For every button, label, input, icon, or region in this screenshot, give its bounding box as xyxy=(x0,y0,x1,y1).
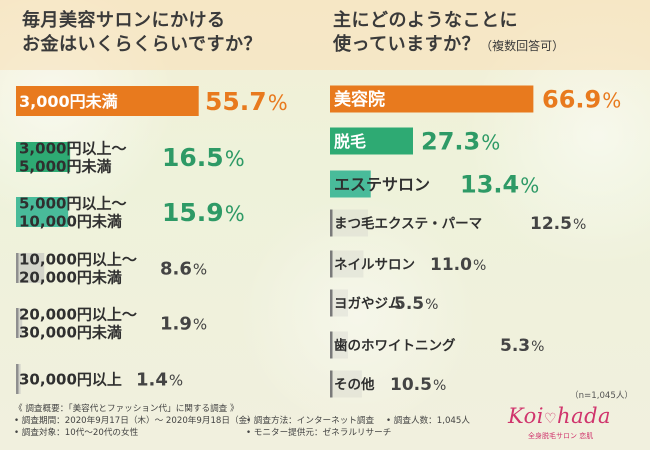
spending-value-label: 16.5% xyxy=(162,143,245,172)
usage-value-label: 5.5% xyxy=(394,294,438,314)
spending-value-label: 1.9% xyxy=(160,313,207,334)
spending-bar xyxy=(16,86,199,116)
footnote-method: • 調査方法：インターネット調査 xyxy=(246,416,375,426)
usage-category-label: まつ毛エクステ・パーマ xyxy=(334,215,482,232)
usage-value-label: 27.3% xyxy=(421,128,500,156)
usage-bar xyxy=(330,170,371,198)
usage-bar-edge xyxy=(330,289,333,317)
usage-bar xyxy=(330,370,362,398)
usage-bar-edge xyxy=(330,209,333,237)
logo-right: hada xyxy=(557,404,612,428)
koihada-logo: Koi♡hada 全身脱毛サロン 恋肌 xyxy=(508,404,633,442)
footnote-respondents: • 調査人数：1,045人 xyxy=(386,416,470,426)
spending-value-label: 15.9% xyxy=(162,198,245,227)
usage-category-label: 歯のホワイトニング xyxy=(334,337,456,354)
footnote-period: • 調査期間：2020年9月17日（木）～ 2020年9月18日（金） xyxy=(14,416,256,426)
heart-icon: ♡ xyxy=(543,411,558,427)
usage-value-label: 12.5% xyxy=(530,214,586,234)
footnote-row-2: • 調査対象：10代～20代の女性 • モニター提供元：ゼネラルリサーチ xyxy=(14,427,494,439)
left-question-title: 毎月美容サロンにかける お金はいくらくらいですか？ xyxy=(22,9,262,57)
sample-size: （n=1,045人） xyxy=(570,391,634,401)
usage-bar xyxy=(330,209,368,237)
right-question-title: 主にどのようなことに 使っていますか？（複数回答可） xyxy=(333,9,564,58)
logo-wordmark: Koi♡hada xyxy=(508,404,611,428)
spending-category-label: 30,000円以上 xyxy=(19,370,122,388)
usage-value-label: 10.5% xyxy=(390,375,446,395)
right-question-line1: 主にどのようなことに xyxy=(333,10,518,31)
spending-bar-edge xyxy=(16,364,19,394)
left-question-line2: お金はいくらくらいですか？ xyxy=(22,34,262,55)
left-question-line1: 毎月美容サロンにかける xyxy=(22,10,226,31)
spending-bar-edge xyxy=(16,308,19,338)
spending-bar-edge xyxy=(16,142,19,172)
spending-category-label: 5,000円以上～ 10,000円未満 xyxy=(19,194,126,230)
usage-bar xyxy=(330,250,364,278)
spending-category-label: 10,000円以上～ 20,000円未満 xyxy=(19,250,137,286)
usage-value-label: 11.0% xyxy=(430,255,486,275)
usage-category-label: ネイルサロン xyxy=(334,257,415,273)
usage-value-label: 13.4% xyxy=(460,171,539,199)
spending-bar xyxy=(16,197,69,227)
usage-bar xyxy=(330,289,348,317)
header-band xyxy=(0,0,650,70)
spending-bar xyxy=(16,142,71,172)
usage-category-label: 美容院 xyxy=(334,89,385,110)
spending-category-label: 3,000円未満 xyxy=(19,92,118,111)
spending-value-label: 8.6% xyxy=(160,258,207,279)
usage-bar xyxy=(330,85,534,113)
right-question-line2: 使っていますか？（複数回答可） xyxy=(333,33,564,58)
usage-bar-edge xyxy=(330,250,333,278)
footnote-title: 《 調査概要：「美容代とファッション代」に関する調査 》 xyxy=(14,404,239,414)
spending-category-label: 20,000円以上～ 30,000円未満 xyxy=(19,305,137,341)
usage-category-label: ヨガやジム xyxy=(334,296,402,312)
usage-category-label: エステサロン xyxy=(334,175,430,194)
footnote-provider: • モニター提供元：ゼネラルリサーチ xyxy=(246,428,392,438)
usage-value-label: 66.9% xyxy=(542,86,621,114)
logo-left: Koi xyxy=(508,404,544,428)
spending-bar-edge xyxy=(16,253,19,283)
spending-value-label: 1.4% xyxy=(136,369,183,390)
footnote-row-1: • 調査期間：2020年9月17日（木）～ 2020年9月18日（金）• 調査方… xyxy=(14,415,494,427)
usage-category-label: 脱毛 xyxy=(334,132,366,151)
spending-bar xyxy=(16,253,45,283)
footnote-target: • 調査対象：10代～20代の女性 xyxy=(14,428,139,438)
usage-bar xyxy=(330,127,413,155)
usage-category-label: その他 xyxy=(334,376,375,393)
spending-bar xyxy=(16,308,23,338)
usage-bar-edge xyxy=(330,331,333,359)
logo-tagline: 全身脱毛サロン 恋肌 xyxy=(528,432,594,440)
spending-category-label: 3,000円以上～ 5,000円未満 xyxy=(19,139,126,175)
usage-bar-edge xyxy=(330,370,333,398)
right-question-note: （複数回答可） xyxy=(480,39,565,53)
spending-bar-edge xyxy=(16,197,19,227)
usage-bar xyxy=(330,331,348,359)
right-question-line2-main: 使っていますか？ xyxy=(333,34,481,55)
survey-footnote: 《 調査概要：「美容代とファッション代」に関する調査 》 • 調査期間：2020… xyxy=(14,403,494,439)
usage-value-label: 5.3% xyxy=(500,336,544,356)
spending-value-label: 55.7% xyxy=(205,87,288,116)
